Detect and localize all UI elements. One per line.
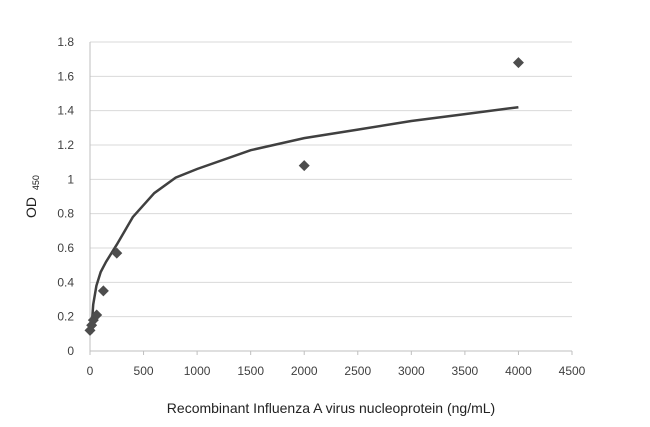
y-axis-title-main: OD: [23, 197, 39, 218]
x-tick-label: 500: [134, 364, 154, 378]
y-tick-label: 1.6: [57, 69, 74, 83]
y-tick-label: 1.2: [57, 138, 74, 152]
x-tick-label: 1500: [237, 364, 264, 378]
x-tick-label: 3000: [398, 364, 425, 378]
y-tick-labels: 0 0.2 0.4 0.6 0.8 1 1.2 1.4 1.6 1.8: [57, 35, 74, 358]
trendline: [89, 105, 519, 334]
data-points: [84, 57, 524, 336]
x-tick-label: 4500: [559, 364, 586, 378]
x-tick-label: 3500: [452, 364, 479, 378]
y-tick-label: 1: [67, 172, 74, 186]
data-point: [111, 247, 123, 259]
data-point: [298, 160, 310, 172]
x-tick-label: 2000: [291, 364, 318, 378]
x-axis-title: Recombinant Influenza A virus nucleoprot…: [167, 400, 495, 416]
y-tick-label: 0.4: [57, 275, 74, 289]
x-tick-label: 4000: [505, 364, 532, 378]
grid-lines: [90, 41, 572, 318]
y-axis-title-subscript: 450: [31, 175, 41, 190]
x-tick-label: 0: [87, 364, 94, 378]
y-axis-title: OD 450: [23, 175, 41, 218]
y-tick-label: 1.4: [57, 104, 74, 118]
x-tick-labels: 0 500 1000 1500 2000 2500 3000 3500 4000 4500: [87, 364, 586, 378]
y-tick-label: 0.2: [57, 310, 74, 324]
y-tick-label: 0.8: [57, 207, 74, 221]
data-point: [512, 57, 524, 69]
y-tick-label: 0: [67, 344, 74, 358]
x-tick-label: 2500: [344, 364, 371, 378]
data-point: [97, 285, 109, 297]
x-tick-label: 1000: [184, 364, 211, 378]
data-point: [91, 309, 103, 321]
y-tick-label: 1.8: [57, 35, 74, 49]
y-tick-label: 0.6: [57, 241, 74, 255]
axes: [89, 42, 573, 355]
